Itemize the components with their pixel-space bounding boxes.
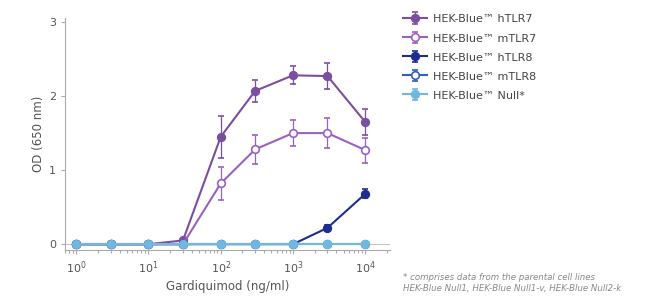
- Y-axis label: OD (650 nm): OD (650 nm): [32, 96, 45, 172]
- X-axis label: Gardiquimod (ng/ml): Gardiquimod (ng/ml): [166, 280, 289, 293]
- Legend: HEK-Blue™ hTLR7, HEK-Blue™ mTLR7, HEK-Blue™ hTLR8, HEK-Blue™ mTLR8, HEK-Blue™ Nu: HEK-Blue™ hTLR7, HEK-Blue™ mTLR7, HEK-Bl…: [403, 14, 536, 101]
- Text: * comprises data from the parental cell lines
HEK-Blue Null1, HEK-Blue Null1-v, : * comprises data from the parental cell …: [403, 273, 621, 293]
